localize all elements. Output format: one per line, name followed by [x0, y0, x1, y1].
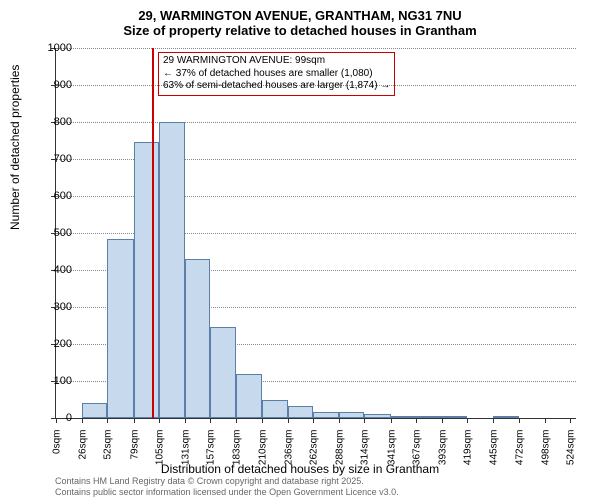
xtick-label: 52sqm: [103, 430, 114, 480]
xtick-mark: [416, 418, 417, 423]
xtick-mark: [364, 418, 365, 423]
footer-line2: Contains public sector information licen…: [55, 487, 399, 498]
annotation-line2: ← 37% of detached houses are smaller (1,…: [163, 68, 390, 81]
ytick-label: 300: [32, 301, 72, 313]
xtick-label: 445sqm: [488, 430, 499, 480]
histogram-bar: [313, 412, 339, 418]
xtick-label: 79sqm: [129, 430, 140, 480]
xtick-mark: [339, 418, 340, 423]
xtick-mark: [134, 418, 135, 423]
xtick-label: 288sqm: [334, 430, 345, 480]
histogram-bar: [288, 406, 314, 418]
xtick-mark: [107, 418, 108, 423]
chart-title-line2: Size of property relative to detached ho…: [0, 23, 600, 42]
ytick-label: 700: [32, 153, 72, 165]
xtick-mark: [210, 418, 211, 423]
annotation-box: 29 WARMINGTON AVENUE: 99sqm ← 37% of det…: [158, 52, 395, 96]
xtick-mark: [288, 418, 289, 423]
xtick-label: 472sqm: [515, 430, 526, 480]
histogram-bar: [262, 400, 288, 419]
xtick-mark: [467, 418, 468, 423]
xtick-label: 419sqm: [463, 430, 474, 480]
histogram-bar: [82, 403, 108, 418]
histogram-bar: [185, 259, 211, 418]
histogram-bar: [210, 327, 236, 418]
xtick-label: 131sqm: [180, 430, 191, 480]
xtick-label: 236sqm: [283, 430, 294, 480]
xtick-mark: [519, 418, 520, 423]
histogram-bar: [442, 416, 468, 418]
xtick-mark: [493, 418, 494, 423]
ytick-label: 900: [32, 79, 72, 91]
plot-area: 29 WARMINGTON AVENUE: 99sqm ← 37% of det…: [55, 48, 576, 419]
ytick-label: 400: [32, 264, 72, 276]
footer-attribution: Contains HM Land Registry data © Crown c…: [55, 476, 399, 498]
annotation-line3: 63% of semi-detached houses are larger (…: [163, 80, 390, 93]
histogram-bar: [391, 416, 417, 418]
chart-title-line1: 29, WARMINGTON AVENUE, GRANTHAM, NG31 7N…: [0, 0, 600, 23]
xtick-label: 105sqm: [155, 430, 166, 480]
xtick-mark: [391, 418, 392, 423]
gridline: [56, 48, 576, 49]
histogram-bar: [107, 239, 133, 418]
xtick-label: 498sqm: [540, 430, 551, 480]
ytick-label: 800: [32, 116, 72, 128]
y-axis-title: Number of detached properties: [8, 65, 22, 230]
xtick-label: 210sqm: [258, 430, 269, 480]
xtick-label: 157sqm: [206, 430, 217, 480]
xtick-label: 26sqm: [77, 430, 88, 480]
xtick-mark: [262, 418, 263, 423]
histogram-bar: [364, 414, 390, 418]
gridline: [56, 122, 576, 123]
ytick-label: 500: [32, 227, 72, 239]
xtick-mark: [185, 418, 186, 423]
xtick-mark: [545, 418, 546, 423]
ytick-label: 100: [32, 375, 72, 387]
histogram-bar: [236, 374, 262, 418]
xtick-label: 367sqm: [412, 430, 423, 480]
xtick-mark: [313, 418, 314, 423]
annotation-line1: 29 WARMINGTON AVENUE: 99sqm: [163, 55, 390, 68]
chart-container: 29, WARMINGTON AVENUE, GRANTHAM, NG31 7N…: [0, 0, 600, 500]
ytick-label: 1000: [32, 42, 72, 54]
histogram-bar: [134, 142, 160, 418]
ytick-label: 200: [32, 338, 72, 350]
xtick-label: 314sqm: [360, 430, 371, 480]
histogram-bar: [416, 416, 442, 418]
xtick-label: 393sqm: [437, 430, 448, 480]
xtick-label: 262sqm: [309, 430, 320, 480]
xtick-mark: [442, 418, 443, 423]
histogram-bar: [159, 122, 185, 418]
xtick-mark: [570, 418, 571, 423]
xtick-label: 0sqm: [52, 430, 63, 480]
xtick-label: 183sqm: [231, 430, 242, 480]
x-axis-title: Distribution of detached houses by size …: [0, 462, 600, 476]
xtick-mark: [82, 418, 83, 423]
xtick-mark: [236, 418, 237, 423]
xtick-mark: [159, 418, 160, 423]
histogram-bar: [339, 412, 365, 418]
xtick-label: 524sqm: [566, 430, 577, 480]
ytick-label: 0: [32, 412, 72, 424]
xtick-label: 341sqm: [386, 430, 397, 480]
ytick-label: 600: [32, 190, 72, 202]
histogram-bar: [493, 416, 519, 418]
reference-line: [152, 48, 154, 418]
